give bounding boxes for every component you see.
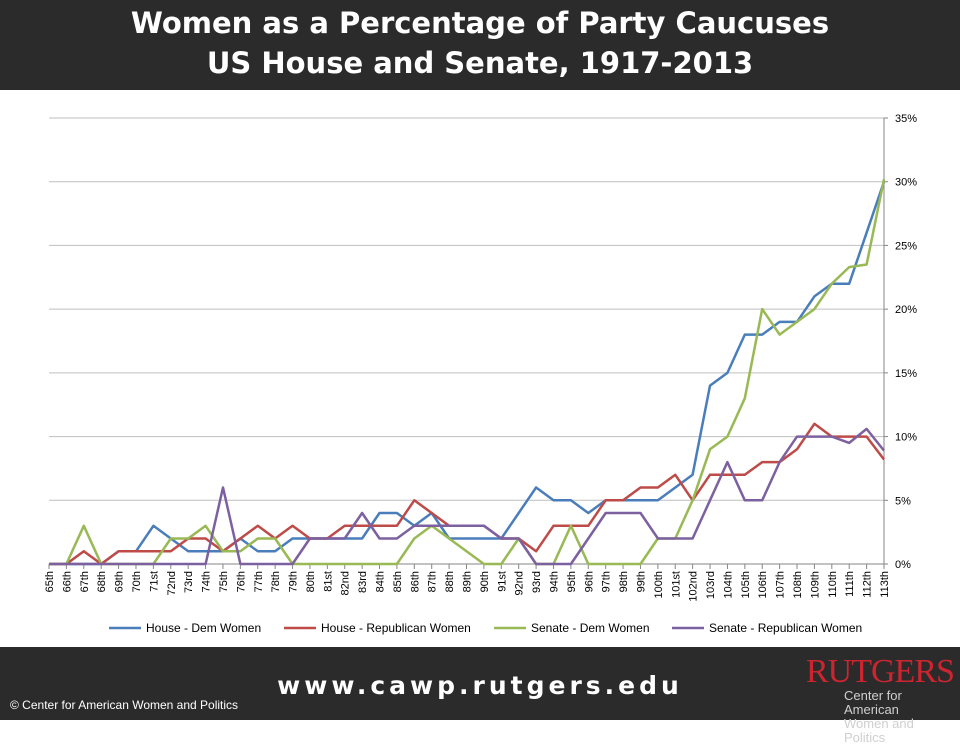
x-tick-label: 84th bbox=[375, 571, 387, 592]
series-line bbox=[49, 181, 886, 566]
x-tick-label: 65th bbox=[44, 571, 56, 592]
x-tick-label: 88th bbox=[444, 571, 456, 592]
x-tick-label: 79th bbox=[288, 571, 300, 592]
legend-label: Senate - Dem Women bbox=[531, 621, 650, 635]
x-tick-label: 107th bbox=[775, 571, 787, 599]
x-tick-label: 82nd bbox=[340, 571, 352, 595]
x-tick-label: 74th bbox=[201, 571, 213, 592]
legend-label: House - Dem Women bbox=[146, 621, 261, 635]
y-tick-label: 10% bbox=[895, 432, 917, 444]
x-tick-label: 66th bbox=[61, 571, 73, 592]
footer-banner: www.cawp.rutgers.edu © Center for Americ… bbox=[0, 647, 960, 745]
x-tick-label: 91st bbox=[496, 571, 508, 592]
x-tick-label: 71st bbox=[148, 571, 160, 592]
x-tick-label: 95th bbox=[566, 571, 578, 592]
y-tick-label: 35% bbox=[895, 113, 917, 125]
line-chart: 65th 66th 67th 68th 69th 70th 71st 72nd 73rd 74th… bbox=[44, 113, 917, 635]
x-tick-label: 109th bbox=[809, 571, 821, 599]
x-tick-label: 113th bbox=[879, 571, 891, 598]
rutgers-logo: RUTGERS Center for American Women and Po… bbox=[806, 655, 956, 745]
x-tick-label: 70th bbox=[131, 571, 143, 592]
x-tick-label: 101st bbox=[670, 571, 682, 598]
series-lines bbox=[49, 178, 886, 566]
x-tick-label: 90th bbox=[479, 571, 491, 592]
logo-wordmark: RUTGERS bbox=[806, 653, 955, 690]
x-axis-tick-labels: 65th 66th 67th 68th 69th 70th 71st 72nd 73rd 74th… bbox=[44, 571, 891, 602]
x-tick-label: 76th bbox=[235, 571, 247, 592]
x-tick-label: 97th bbox=[601, 571, 613, 592]
x-tick-label: 108th bbox=[792, 571, 804, 599]
chart-title-line-2: US House and Senate, 1917-2013 bbox=[206, 46, 754, 80]
x-tick-label: 75th bbox=[218, 571, 230, 592]
series-line bbox=[49, 422, 885, 566]
x-tick-label: 78th bbox=[270, 571, 282, 592]
x-tick-label: 93rd bbox=[531, 571, 543, 593]
x-tick-label: 72nd bbox=[166, 571, 178, 595]
copyright-notice: © Center for American Women and Politics bbox=[10, 698, 239, 712]
series-line bbox=[49, 178, 886, 566]
y-tick-label: 0% bbox=[895, 559, 911, 571]
x-tick-label: 85th bbox=[392, 571, 404, 592]
x-tick-label: 77th bbox=[253, 571, 265, 592]
x-tick-label: 102nd bbox=[688, 571, 700, 602]
series-line bbox=[49, 427, 885, 566]
legend: House - Dem Women House - Republican Wome… bbox=[109, 621, 862, 635]
x-tick-label: 89th bbox=[462, 571, 474, 592]
logo-subtitle-line-1: Center for American bbox=[844, 688, 902, 717]
x-tick-label: 80th bbox=[305, 571, 317, 592]
legend-label: House - Republican Women bbox=[321, 621, 471, 635]
x-tick-label: 81st bbox=[322, 571, 334, 592]
legend-label: Senate - Republican Women bbox=[709, 621, 862, 635]
x-tick-label: 73rd bbox=[183, 571, 195, 593]
x-tick-label: 100th bbox=[653, 571, 665, 599]
x-tick-label: 68th bbox=[96, 571, 108, 592]
x-tick-label: 103rd bbox=[705, 571, 717, 599]
x-tick-label: 99th bbox=[635, 571, 647, 592]
y-tick-label: 25% bbox=[895, 240, 917, 252]
gridlines bbox=[48, 117, 888, 569]
y-tick-label: 30% bbox=[895, 177, 917, 189]
x-tick-label: 69th bbox=[114, 571, 126, 592]
x-tick-label: 87th bbox=[427, 571, 439, 592]
x-tick-label: 106th bbox=[757, 571, 769, 599]
x-tick-label: 67th bbox=[79, 571, 91, 592]
logo-subtitle-line-2: Women and Politics bbox=[844, 716, 914, 745]
y-tick-label: 5% bbox=[895, 495, 911, 507]
x-tick-label: 98th bbox=[618, 571, 630, 592]
y-tick-label: 15% bbox=[895, 368, 917, 380]
x-tick-label: 92nd bbox=[514, 571, 526, 595]
title-banner: Women as a Percentage of Party Caucuses … bbox=[0, 0, 960, 90]
x-tick-label: 83rd bbox=[357, 571, 369, 593]
x-tick-label: 105th bbox=[740, 571, 752, 599]
x-tick-label: 111th bbox=[844, 571, 856, 597]
x-tick-label: 86th bbox=[409, 571, 421, 592]
website-url[interactable]: www.cawp.rutgers.edu bbox=[277, 671, 683, 700]
chart-title-line-1: Women as a Percentage of Party Caucuses bbox=[130, 6, 830, 40]
x-tick-label: 112th bbox=[862, 571, 874, 598]
x-tick-label: 96th bbox=[583, 571, 595, 592]
y-tick-label: 20% bbox=[895, 304, 917, 316]
x-tick-label: 94th bbox=[548, 571, 560, 592]
x-tick-label: 110th bbox=[827, 571, 839, 598]
x-tick-label: 104th bbox=[722, 571, 734, 599]
y-axis-tick-labels: 0% 5% 10% 15% 20% 25% 30% 35% bbox=[895, 113, 917, 571]
